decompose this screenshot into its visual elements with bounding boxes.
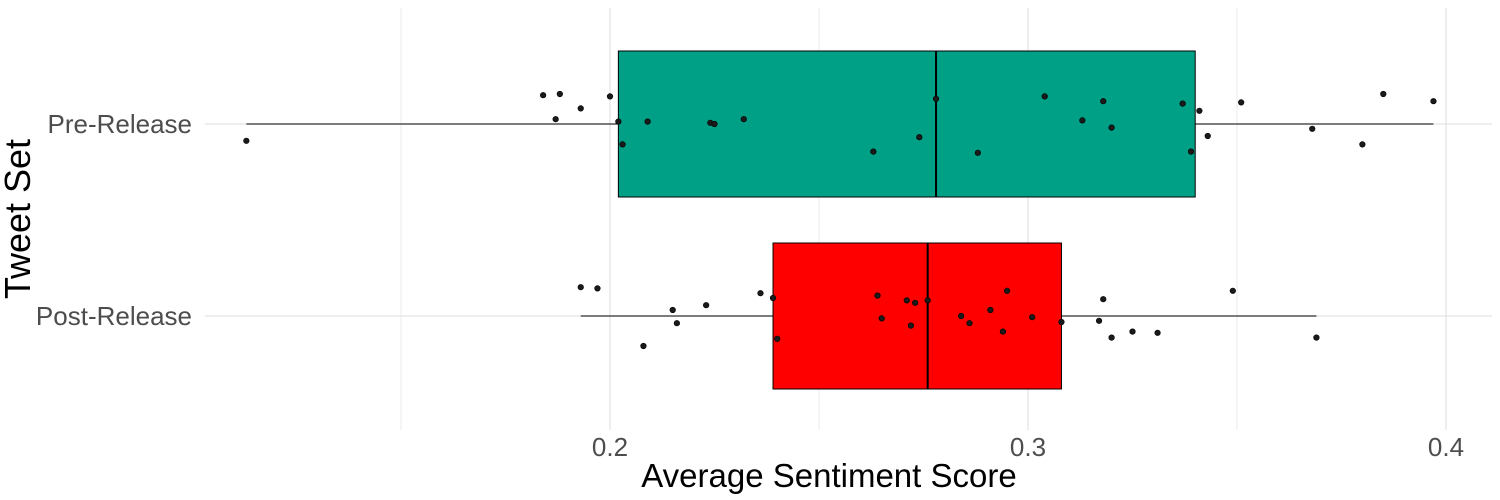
- data-point: [1154, 329, 1161, 336]
- jitter-points: [243, 90, 1437, 350]
- box-iqr: [617, 50, 1196, 198]
- data-point: [703, 302, 710, 309]
- x-axis-title: Average Sentiment Score: [641, 457, 1016, 494]
- data-point: [1100, 98, 1107, 105]
- data-point: [999, 328, 1007, 335]
- data-point: [1108, 334, 1115, 341]
- data-point: [740, 116, 747, 123]
- data-point: [987, 306, 994, 314]
- y-category-label: Post-Release: [36, 301, 192, 331]
- data-point: [1079, 117, 1086, 124]
- data-point: [619, 141, 626, 148]
- data-point: [577, 105, 584, 112]
- data-point: [932, 95, 940, 102]
- data-point: [912, 299, 919, 306]
- data-point: [870, 148, 877, 155]
- data-point: [711, 120, 718, 128]
- data-point: [1430, 98, 1437, 105]
- x-tick-label: 0.3: [1010, 432, 1046, 462]
- data-point: [1003, 287, 1011, 294]
- box-iqr: [772, 242, 1062, 390]
- data-point: [1179, 100, 1186, 107]
- y-axis-categories: Pre-Release Post-Release: [36, 109, 192, 331]
- data-point: [924, 297, 931, 304]
- data-point: [769, 294, 777, 302]
- data-point: [1041, 93, 1048, 100]
- data-point: [594, 285, 601, 292]
- y-axis-title: Tweet Set: [0, 139, 38, 299]
- data-point: [669, 306, 676, 314]
- data-point: [1095, 317, 1103, 324]
- data-point: [1029, 314, 1036, 321]
- x-tick-label: 0.4: [1428, 432, 1464, 462]
- data-point: [1058, 318, 1065, 326]
- data-point: [757, 290, 764, 297]
- x-axis-ticks: 0.2 0.3 0.4: [592, 432, 1464, 462]
- data-point: [1229, 287, 1236, 294]
- y-category-label: Pre-Release: [47, 109, 192, 139]
- data-point: [1359, 141, 1366, 148]
- data-point: [1309, 125, 1316, 132]
- data-point: [1238, 99, 1245, 106]
- data-point: [1380, 90, 1387, 98]
- data-point: [1129, 328, 1136, 335]
- data-point: [916, 134, 923, 141]
- data-point: [1313, 334, 1320, 341]
- data-point: [1196, 107, 1203, 114]
- data-point: [1108, 124, 1115, 131]
- data-point: [640, 342, 647, 350]
- data-point: [907, 322, 915, 329]
- data-point: [958, 312, 965, 320]
- data-point: [1100, 296, 1107, 303]
- data-point: [874, 292, 881, 299]
- data-point: [577, 284, 584, 291]
- data-point: [966, 320, 973, 327]
- data-point: [644, 118, 651, 125]
- data-point: [673, 320, 680, 327]
- data-point: [556, 90, 563, 98]
- data-point: [552, 116, 559, 123]
- data-point: [974, 149, 981, 156]
- data-point: [540, 92, 547, 99]
- x-tick-label: 0.2: [592, 432, 628, 462]
- box-series: [246, 50, 1434, 390]
- data-point: [878, 315, 885, 322]
- data-point: [1204, 132, 1211, 140]
- data-point: [903, 297, 910, 304]
- data-point: [606, 93, 614, 100]
- data-point: [1187, 148, 1195, 155]
- data-point: [243, 137, 250, 144]
- data-point: [615, 118, 622, 125]
- data-point: [774, 335, 781, 342]
